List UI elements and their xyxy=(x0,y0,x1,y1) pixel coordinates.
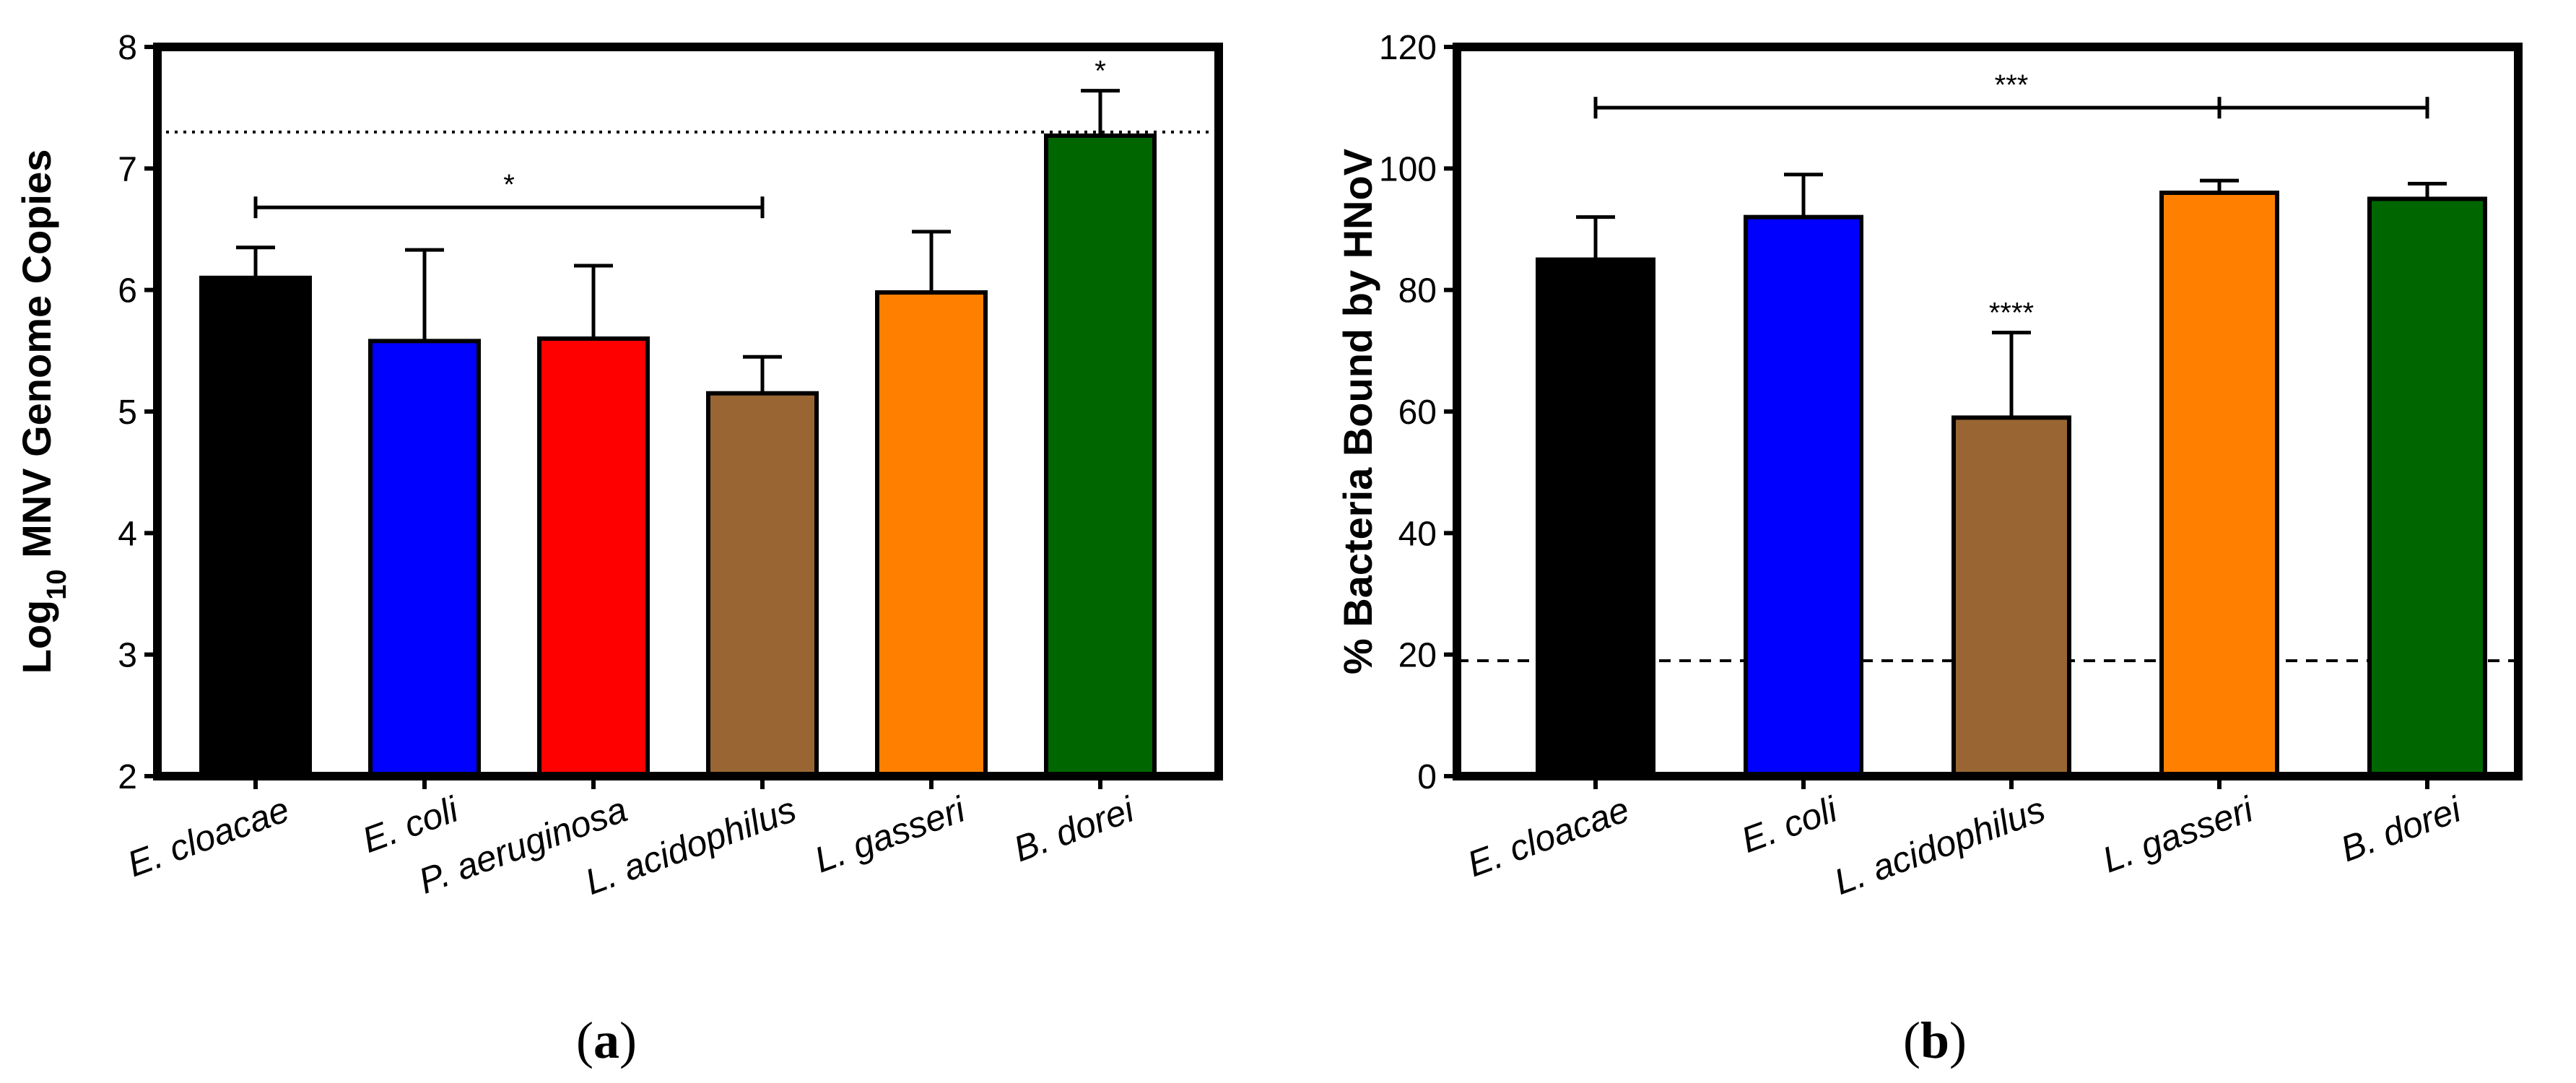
category-label: E. cloacae xyxy=(1462,789,1635,884)
y-tick-label: 8 xyxy=(118,29,137,67)
significance-marker: **** xyxy=(1989,297,2034,329)
y-tick-label: 2 xyxy=(118,758,137,796)
y-tick-label: 40 xyxy=(1398,515,1437,553)
bar xyxy=(2159,191,2279,778)
y-tick-label: 80 xyxy=(1398,272,1437,310)
category-label: E. coli xyxy=(357,788,465,861)
y-tick-label: 7 xyxy=(118,150,137,188)
y-tick-label: 60 xyxy=(1398,393,1437,432)
bar xyxy=(1951,415,2071,779)
bar xyxy=(1744,214,1863,778)
y-tick-label: 5 xyxy=(118,393,137,432)
y-tick-label: 4 xyxy=(118,515,137,553)
panel-label: (b) xyxy=(1903,1012,1967,1069)
bar xyxy=(875,290,988,778)
category-label: B. dorei xyxy=(1009,788,1141,869)
y-tick-label: 6 xyxy=(118,272,137,310)
category-label: L. gasseri xyxy=(809,788,972,880)
plot-frame xyxy=(1453,43,2523,780)
bar xyxy=(706,391,819,778)
category-label: E. cloacae xyxy=(122,789,295,884)
category-label: B. dorei xyxy=(2336,788,2468,869)
y-tick-label: 120 xyxy=(1379,29,1437,67)
bar xyxy=(199,275,312,779)
plot-frame xyxy=(153,43,1223,780)
bar xyxy=(1044,133,1157,778)
y-tick-label: 0 xyxy=(1417,758,1437,796)
panel-label: (a) xyxy=(576,1012,637,1069)
y-tick-label: 20 xyxy=(1398,637,1437,675)
category-label: L. acidophilus xyxy=(1829,789,2050,902)
y-tick-label: 100 xyxy=(1379,150,1437,188)
significance-marker: * xyxy=(503,169,515,201)
y-axis-label: Log10 MNV Genome Copies xyxy=(14,149,72,674)
bar xyxy=(2367,196,2487,778)
y-axis-label: % Bacteria Bound by HNoV xyxy=(1335,149,1380,674)
category-label: E. coli xyxy=(1736,788,1844,861)
significance-marker: * xyxy=(1095,56,1106,87)
y-tick-label: 3 xyxy=(118,637,137,675)
bar xyxy=(1536,257,1655,779)
category-label: L. gasseri xyxy=(2097,788,2260,880)
bar xyxy=(368,339,481,779)
bar xyxy=(537,336,650,778)
significance-marker: *** xyxy=(1995,69,2029,101)
